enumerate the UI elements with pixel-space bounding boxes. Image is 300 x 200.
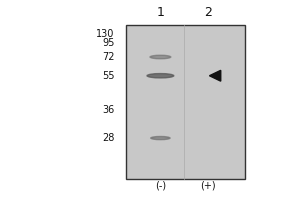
Text: (+): (+) (200, 181, 216, 191)
Text: 72: 72 (102, 52, 114, 62)
Text: 36: 36 (102, 105, 114, 115)
Text: 95: 95 (102, 38, 114, 48)
Polygon shape (209, 70, 221, 81)
Ellipse shape (151, 136, 170, 140)
Ellipse shape (147, 74, 174, 78)
Text: 1: 1 (157, 6, 164, 19)
Ellipse shape (150, 55, 171, 59)
Text: 130: 130 (96, 29, 114, 39)
Text: (-): (-) (155, 181, 166, 191)
Text: 2: 2 (204, 6, 212, 19)
FancyBboxPatch shape (126, 25, 245, 179)
Text: 28: 28 (102, 133, 114, 143)
Text: 55: 55 (102, 71, 114, 81)
